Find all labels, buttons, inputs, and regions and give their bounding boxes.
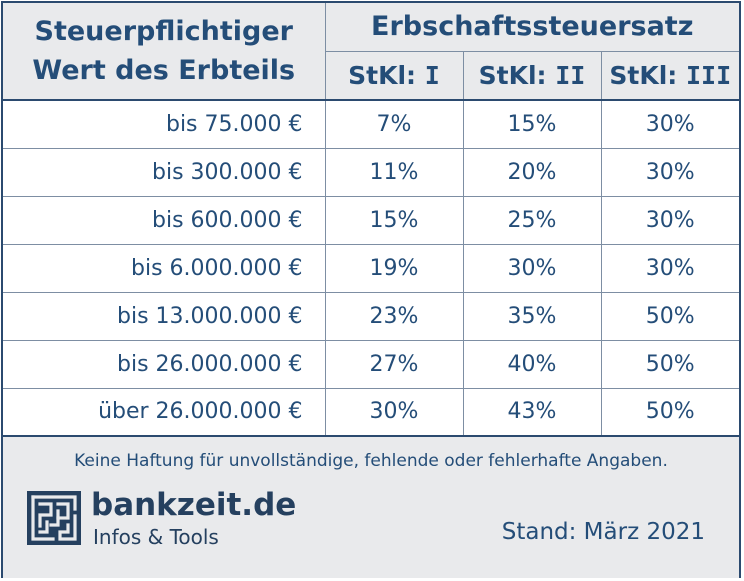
rate-cell: 25% [462, 196, 601, 245]
amount-cell: bis 6.000.000 € [3, 244, 326, 293]
rate-cell: 11% [325, 148, 463, 197]
table-row: bis 600.000 € 15% 25% 30% [3, 196, 739, 245]
rate-cell: 50% [600, 340, 739, 389]
table-row: bis 6.000.000 € 19% 30% 30% [3, 244, 739, 293]
rate-cell: 30% [325, 388, 463, 437]
class-prefix: StKl: [609, 60, 678, 90]
amount-cell: über 26.000.000 € [3, 388, 326, 437]
rate-cell: 23% [325, 292, 463, 341]
rate-cell: 30% [600, 100, 739, 149]
value-header-line1: Steuerpflichtiger [34, 16, 293, 47]
rate-cell: 50% [600, 388, 739, 437]
rate-cell: 40% [462, 340, 601, 389]
rate-cell: 30% [600, 148, 739, 197]
class-numeral: III [685, 60, 732, 90]
table-row: bis 75.000 € 7% 15% 30% [3, 100, 739, 149]
value-header-line2: Wert des Erbteils [32, 55, 296, 86]
stand-date: Stand: März 2021 [501, 519, 705, 545]
rate-cell: 30% [600, 196, 739, 245]
brand-tagline: Infos & Tools [93, 525, 219, 549]
rate-cell: 43% [462, 388, 601, 437]
table-row: bis 13.000.000 € 23% 35% 50% [3, 292, 739, 341]
class-header-1: StKl: I [325, 51, 463, 101]
rate-cell: 30% [462, 244, 601, 293]
amount-cell: bis 600.000 € [3, 196, 326, 245]
rate-cell: 15% [462, 100, 601, 149]
rate-cell: 15% [325, 196, 463, 245]
class-prefix: StKl: [348, 60, 417, 90]
tax-rate-table: Steuerpflichtiger Wert des Erbteils Erbs… [3, 3, 739, 437]
maze-logo-icon [27, 491, 81, 545]
amount-cell: bis 75.000 € [3, 100, 326, 149]
rate-cell: 19% [325, 244, 463, 293]
amount-cell: bis 300.000 € [3, 148, 326, 197]
table-row: bis 26.000.000 € 27% 40% 50% [3, 340, 739, 389]
class-header-3: StKl: III [600, 51, 739, 101]
rate-cell: 7% [325, 100, 463, 149]
footer: Keine Haftung für unvollständige, fehlen… [3, 437, 739, 578]
class-header-2: StKl: II [462, 51, 601, 101]
rate-column-header: Erbschaftssteuersatz [325, 3, 739, 52]
rate-cell: 27% [325, 340, 463, 389]
rate-cell: 20% [462, 148, 601, 197]
disclaimer-text: Keine Haftung für unvollständige, fehlen… [74, 451, 668, 471]
class-numeral: II [555, 60, 586, 90]
table-row: über 26.000.000 € 30% 43% 50% [3, 388, 739, 437]
class-prefix: StKl: [478, 60, 547, 90]
rate-cell: 35% [462, 292, 601, 341]
rate-cell: 30% [600, 244, 739, 293]
amount-cell: bis 26.000.000 € [3, 340, 326, 389]
value-column-header: Steuerpflichtiger Wert des Erbteils [3, 3, 326, 101]
table-row: bis 300.000 € 11% 20% 30% [3, 148, 739, 197]
amount-cell: bis 13.000.000 € [3, 292, 326, 341]
rate-cell: 50% [600, 292, 739, 341]
brand-name: bankzeit.de [91, 487, 297, 523]
class-numeral: I [424, 60, 440, 90]
